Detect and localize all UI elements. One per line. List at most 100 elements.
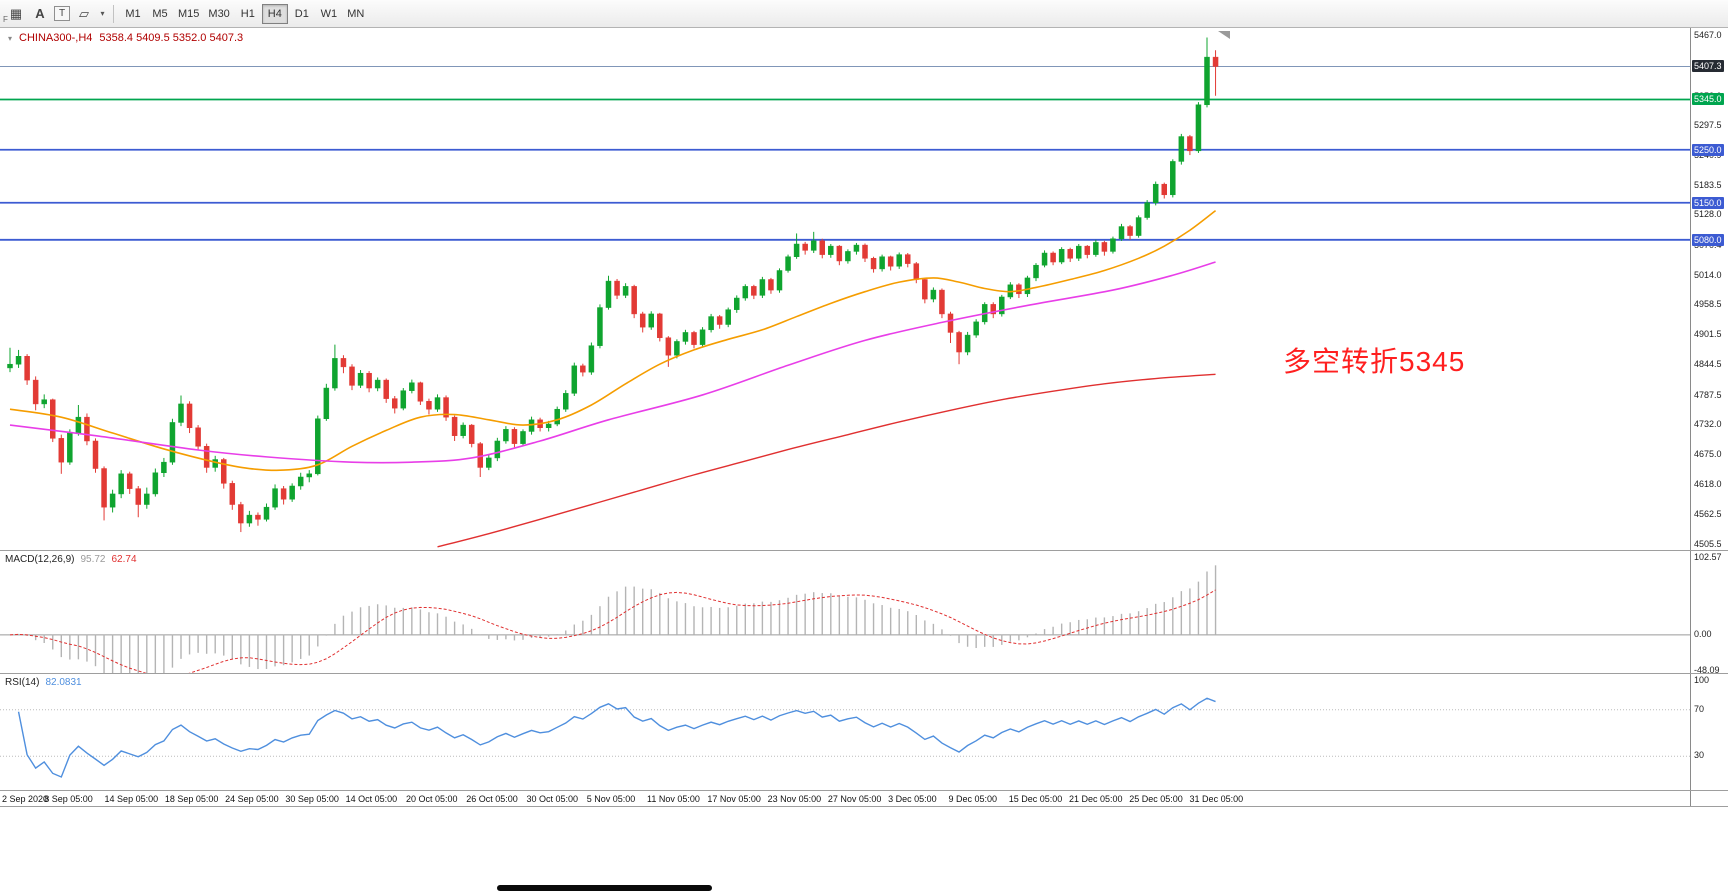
rsi-tick-label: 100 — [1694, 675, 1710, 685]
ma-lines-layer — [9, 210, 1217, 548]
price-level-badge: 5150.0 — [1692, 196, 1724, 209]
price-tick-label: 4675.0 — [1694, 449, 1722, 460]
f-label: F — [3, 15, 8, 24]
time-label: 15 Dec 05:00 — [1008, 794, 1063, 804]
time-label: 5 Nov 05:00 — [586, 794, 636, 804]
price-tick-label: 5014.0 — [1694, 269, 1722, 280]
rsi-value: 82.0831 — [45, 677, 82, 688]
time-axis[interactable]: 2 Sep 2020 8 Sep 05:00 14 Sep 05:00 18 Sep … — [0, 790, 1728, 807]
rsi-axis[interactable]: 100 70 30 — [1690, 674, 1728, 790]
time-label: 11 Nov 05:00 — [647, 794, 700, 804]
time-label: 8 Sep 05:00 — [44, 794, 93, 804]
macd-chart[interactable] — [0, 552, 1690, 674]
price-tick-label: 4732.0 — [1694, 419, 1722, 430]
rsi-line — [17, 697, 1216, 778]
time-label: 26 Oct 05:00 — [466, 794, 518, 804]
symbol-title: CHINA300-,H4 — [19, 32, 93, 44]
ma-mid-magenta — [9, 261, 1216, 464]
ma-slow-red — [437, 373, 1216, 548]
time-label: 17 Nov 05:00 — [707, 794, 761, 804]
rsi-tick-label: 70 — [1694, 703, 1705, 714]
time-label: 25 Dec 05:00 — [1129, 794, 1183, 804]
price-tick-label: 5183.5 — [1694, 179, 1722, 190]
timeframe-d1[interactable]: D1 — [289, 4, 315, 24]
price-tick-label: 4505.5 — [1694, 538, 1722, 549]
current-price-badge: 5407.3 — [1692, 60, 1724, 73]
time-label: 30 Oct 05:00 — [526, 794, 579, 804]
hlines-layer[interactable] — [0, 98, 1690, 241]
time-label: 3 Dec 05:00 — [888, 794, 937, 804]
toolbar-separator — [113, 4, 114, 23]
price-level-badge: 5345.0 — [1692, 93, 1724, 106]
macd-tick-label: -48.09 — [1694, 665, 1720, 676]
bottom-handle[interactable] — [497, 885, 712, 891]
chart-shift-icon[interactable] — [1218, 31, 1230, 39]
macd-value-main: 95.72 — [80, 554, 106, 565]
rsi-tick-label: 30 — [1694, 750, 1705, 761]
main-chart-panel[interactable]: ▾ CHINA300-,H4 5358.4 5409.5 5352.0 5407… — [0, 28, 1728, 550]
rsi-label: RSI(14) 82.0831 — [5, 677, 82, 688]
ohlc-values: 5358.4 5409.5 5352.0 5407.3 — [99, 32, 244, 44]
chart-annotation[interactable]: 多空转折5345 — [1283, 346, 1466, 377]
ma-fast-orange — [9, 210, 1217, 472]
time-label: 27 Nov 05:00 — [827, 794, 882, 804]
time-label: 14 Oct 05:00 — [345, 794, 398, 804]
shapes-tool-icon[interactable]: ▱ — [79, 5, 89, 21]
timeframe-m30[interactable]: M30 — [204, 4, 233, 24]
time-label: 14 Sep 05:00 — [104, 794, 159, 804]
price-tick-label: 4958.5 — [1694, 299, 1722, 310]
text-tool-icon[interactable]: A — [35, 6, 45, 21]
time-label: 9 Dec 05:00 — [948, 794, 997, 804]
macd-signal-line — [9, 589, 1216, 674]
price-tick-label: 4901.5 — [1694, 329, 1722, 340]
time-label: 20 Oct 05:00 — [405, 794, 458, 804]
price-tick-label: 5128.0 — [1694, 209, 1722, 220]
price-tick-label: 4844.5 — [1694, 359, 1722, 370]
time-label: 21 Dec 05:00 — [1068, 794, 1123, 804]
rsi-panel[interactable]: RSI(14) 82.0831 100 70 30 — [0, 673, 1728, 791]
text-label-tool-icon[interactable]: T — [54, 6, 70, 21]
timeframe-group: M1 M5 M15 M30 H1 H4 D1 W1 MN — [120, 3, 369, 24]
tool-icons: ▦ A T ▱ ▾ — [6, 4, 107, 24]
time-label: 24 Sep 05:00 — [225, 794, 279, 804]
time-label: 30 Sep 05:00 — [285, 794, 339, 804]
price-tick-label: 5297.5 — [1694, 119, 1722, 130]
timeframe-h4[interactable]: H4 — [261, 3, 288, 24]
chart-window-icon[interactable]: ▦ — [9, 5, 23, 21]
price-tick-label: 4618.0 — [1694, 479, 1722, 490]
toolbar: F ▦ A T ▱ ▾ M1 M5 M15 M30 H1 H4 D1 W1 MN — [0, 0, 1728, 28]
timeframe-h1[interactable]: H1 — [235, 4, 261, 24]
candlestick-chart[interactable] — [0, 28, 1690, 549]
macd-name: MACD(12,26,9) — [5, 554, 75, 565]
time-label: 18 Sep 05:00 — [164, 794, 219, 804]
macd-histogram-layer — [17, 565, 1217, 674]
rsi-chart[interactable] — [0, 675, 1690, 791]
timeframe-m15[interactable]: M15 — [174, 4, 203, 24]
price-level-badge: 5250.0 — [1692, 143, 1724, 156]
timeframe-m1[interactable]: M1 — [120, 4, 146, 24]
chart-header: ▾ CHINA300-,H4 5358.4 5409.5 5352.0 5407… — [8, 32, 243, 44]
bottom-area — [0, 807, 1728, 892]
price-tick-label: 5467.0 — [1694, 29, 1722, 40]
time-label: 31 Dec 05:00 — [1189, 794, 1244, 804]
macd-tick-label: 0.00 — [1694, 628, 1712, 639]
time-label: 2 Sep 2020 — [2, 794, 49, 804]
timeframe-m5[interactable]: M5 — [147, 4, 173, 24]
timeframe-w1[interactable]: W1 — [316, 4, 342, 24]
price-level-badge: 5080.0 — [1692, 233, 1724, 246]
macd-label: MACD(12,26,9) 95.72 62.74 — [5, 554, 137, 565]
price-axis[interactable]: 5467.05410.95352.05297.55240.95183.55128… — [1690, 28, 1728, 550]
rsi-name: RSI(14) — [5, 677, 40, 688]
price-tick-label: 4562.5 — [1694, 508, 1722, 519]
macd-panel[interactable]: MACD(12,26,9) 95.72 62.74 102.57 0.00 -48.… — [0, 550, 1728, 676]
symbol-marker-icon: ▾ — [8, 33, 13, 43]
macd-value-signal: 62.74 — [111, 554, 137, 565]
candles-layer — [7, 37, 1219, 533]
timeframe-mn[interactable]: MN — [343, 4, 369, 24]
macd-axis[interactable]: 102.57 0.00 -48.09 — [1690, 551, 1728, 676]
macd-tick-label: 102.57 — [1694, 552, 1722, 562]
time-label: 23 Nov 05:00 — [767, 794, 822, 804]
shapes-caret-icon[interactable]: ▾ — [100, 9, 105, 18]
price-tick-label: 4787.5 — [1694, 389, 1722, 400]
